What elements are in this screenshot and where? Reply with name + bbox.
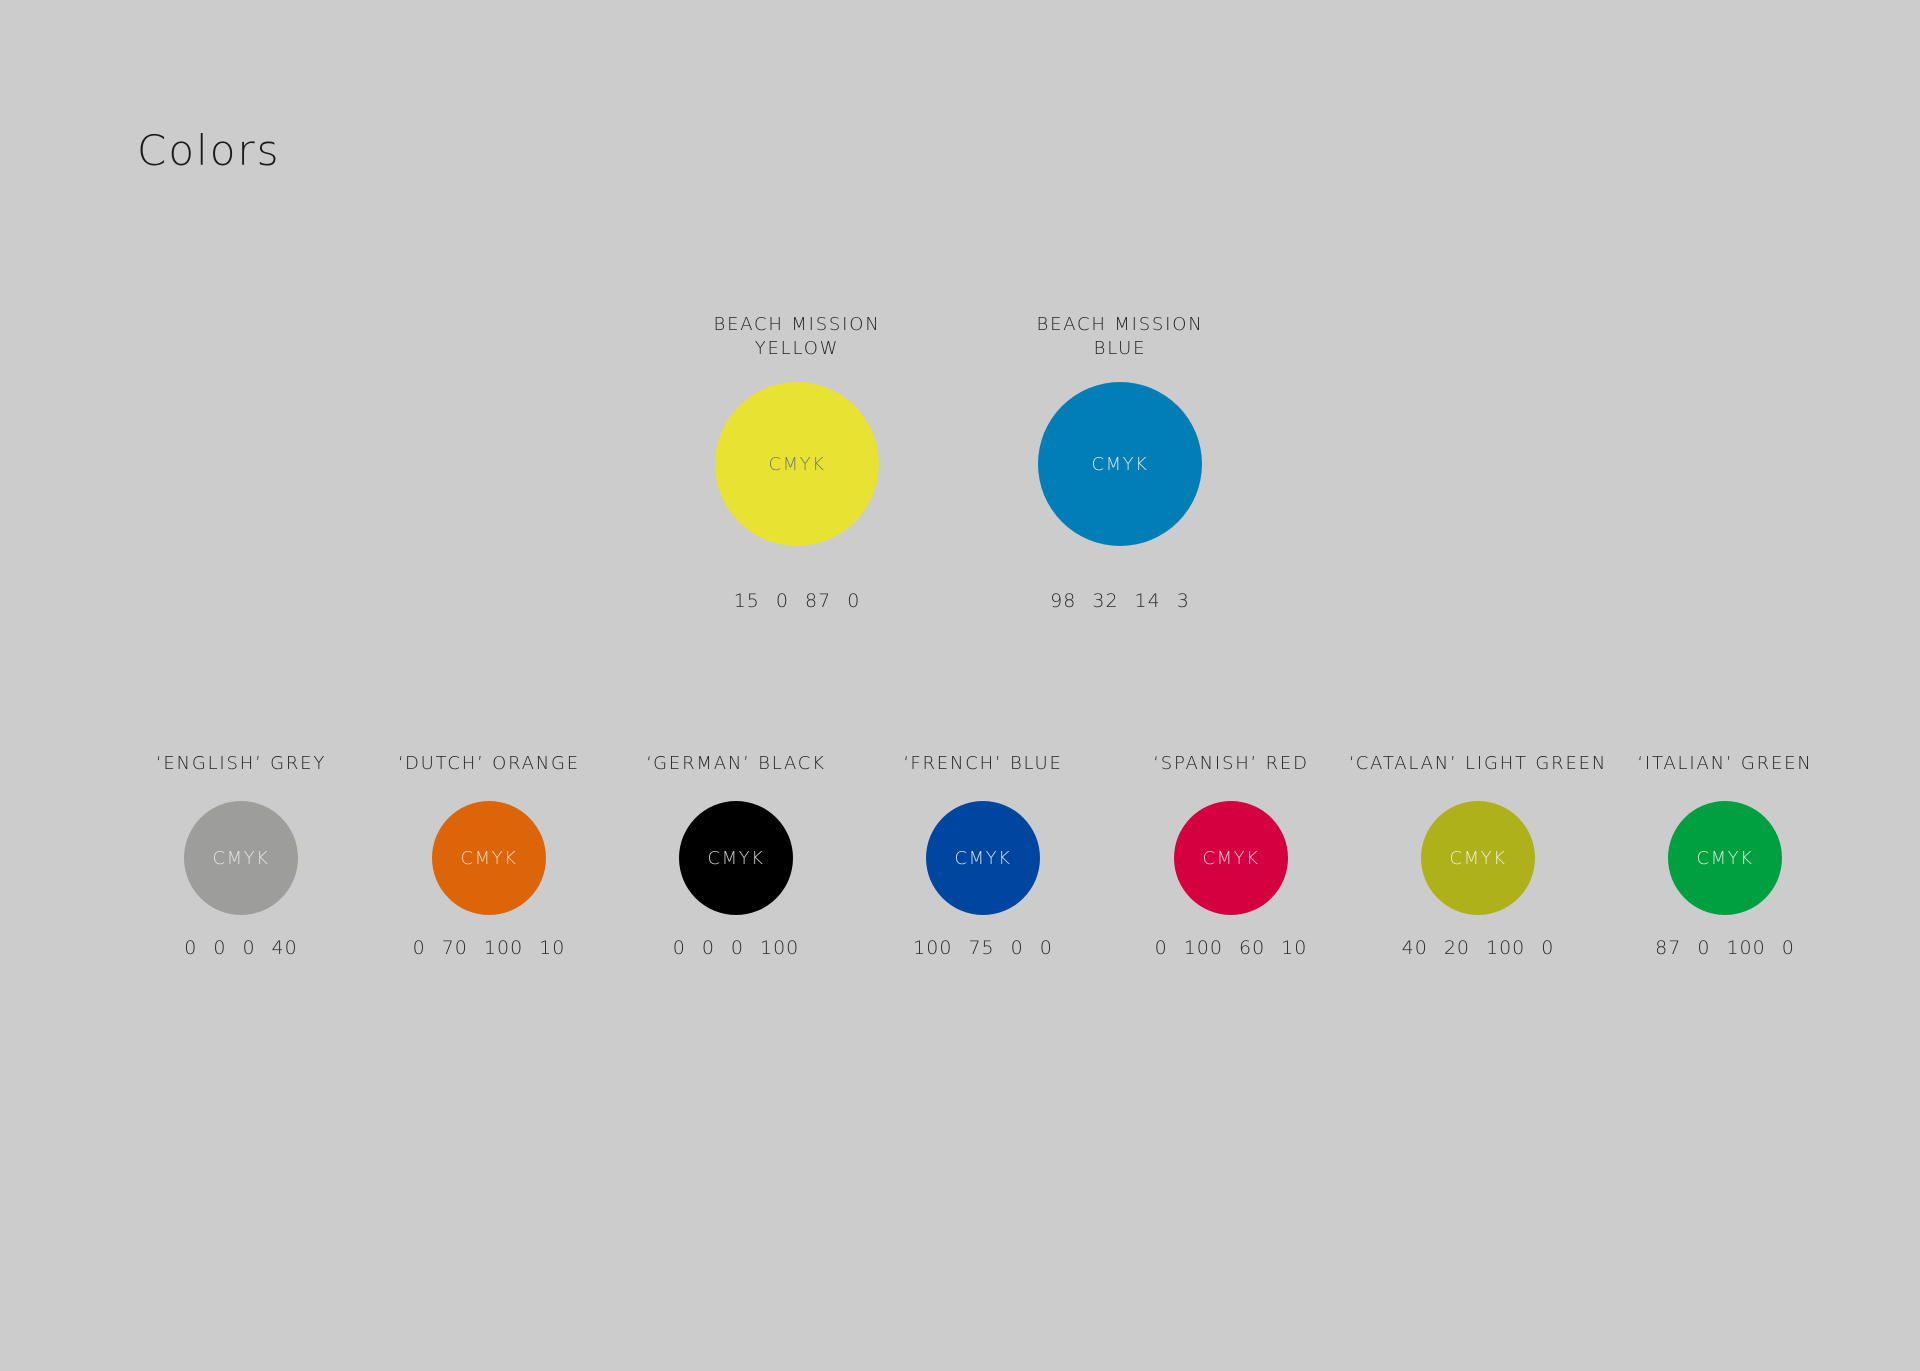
- color-name-line: BLUE: [1093, 338, 1147, 359]
- cmyk-value: 0: [1541, 937, 1555, 959]
- cmyk-value: 0: [1039, 937, 1053, 959]
- cmyk-value: 70: [441, 937, 468, 959]
- cmyk-values: 40 20 100 0: [1298, 937, 1658, 959]
- color-name: ‘DUTCH’ ORANGE: [398, 753, 580, 774]
- color-name: ‘FRENCH’ BLUE: [903, 753, 1063, 774]
- cmyk-value: 0: [242, 937, 256, 959]
- cmyk-values: 0 0 0 100: [556, 937, 916, 959]
- color-name: ‘ENGLISH’ GREY: [155, 753, 327, 774]
- cmyk-value: 0: [412, 937, 426, 959]
- page-title: Colors: [137, 126, 281, 175]
- cmyk-value: 0: [213, 937, 227, 959]
- cmyk-value: 15: [733, 590, 760, 612]
- color-circle: CMYK: [1668, 801, 1782, 915]
- cmyk-values: 100 75 0 0: [803, 937, 1163, 959]
- cmyk-value: 100: [913, 937, 953, 959]
- cmyk-value: 87: [805, 590, 832, 612]
- cmyk-value: 87: [1655, 937, 1682, 959]
- cmyk-values: 98 32 14 3: [940, 590, 1300, 612]
- cmyk-value: 100: [760, 937, 800, 959]
- cmyk-value: 100: [483, 937, 524, 959]
- cmyk-values: 0 0 0 40: [61, 937, 421, 959]
- cmyk-value: 100: [1486, 937, 1526, 959]
- color-circle: CMYK: [184, 801, 298, 915]
- cmyk-value: 10: [539, 937, 566, 959]
- cmyk-value: 0: [1010, 937, 1024, 959]
- color-name: ‘GERMAN’ BLACK: [646, 753, 826, 774]
- color-name: BEACH MISSION YELLOW: [617, 313, 977, 361]
- color-name-line: BEACH MISSION: [1036, 314, 1204, 335]
- cmyk-value: 100: [1183, 937, 1223, 959]
- cmyk-value: 100: [1726, 937, 1766, 959]
- color-circle: CMYK: [1421, 801, 1535, 915]
- cmyk-value: 20: [1443, 937, 1470, 959]
- cmyk-value: 0: [701, 937, 715, 959]
- color-circle: CMYK: [1038, 382, 1202, 546]
- color-name: ‘CATALAN’ LIGHT GREEN: [1348, 753, 1608, 774]
- color-name-line: BEACH MISSION: [713, 314, 881, 335]
- color-circle: CMYK: [926, 801, 1040, 915]
- color-name-line: YELLOW: [754, 338, 840, 359]
- cmyk-value: 0: [847, 590, 861, 612]
- color-name: BEACH MISSION BLUE: [940, 313, 1300, 361]
- cmyk-value: 0: [672, 937, 686, 959]
- cmyk-value: 10: [1281, 937, 1308, 959]
- color-name: ‘ITALIAN’ GREEN: [1637, 753, 1813, 774]
- cmyk-value: 0: [1154, 937, 1168, 959]
- cmyk-value: 3: [1176, 590, 1190, 612]
- cmyk-value: 0: [1781, 937, 1795, 959]
- color-circle: CMYK: [679, 801, 793, 915]
- color-circle: CMYK: [1174, 801, 1288, 915]
- color-name: ‘SPANISH’ RED: [1153, 753, 1309, 774]
- cmyk-value: 40: [1401, 937, 1428, 959]
- cmyk-value: 75: [968, 937, 995, 959]
- cmyk-value: 98: [1050, 590, 1077, 612]
- cmyk-value: 32: [1092, 590, 1119, 612]
- cmyk-value: 0: [775, 590, 789, 612]
- color-circle: CMYK: [432, 801, 546, 915]
- cmyk-value: 14: [1134, 590, 1161, 612]
- cmyk-values: 87 0 100 0: [1545, 937, 1905, 959]
- cmyk-values: 0 100 60 10: [1051, 937, 1411, 959]
- cmyk-value: 0: [184, 937, 198, 959]
- cmyk-value: 60: [1238, 937, 1266, 959]
- cmyk-value: 40: [271, 937, 298, 959]
- cmyk-value: 0: [730, 937, 744, 959]
- cmyk-values: 15 0 87 0: [617, 590, 977, 612]
- color-circle: CMYK: [715, 382, 879, 546]
- cmyk-value: 0: [1697, 937, 1711, 959]
- cmyk-values: 0 70 100 10: [309, 937, 669, 959]
